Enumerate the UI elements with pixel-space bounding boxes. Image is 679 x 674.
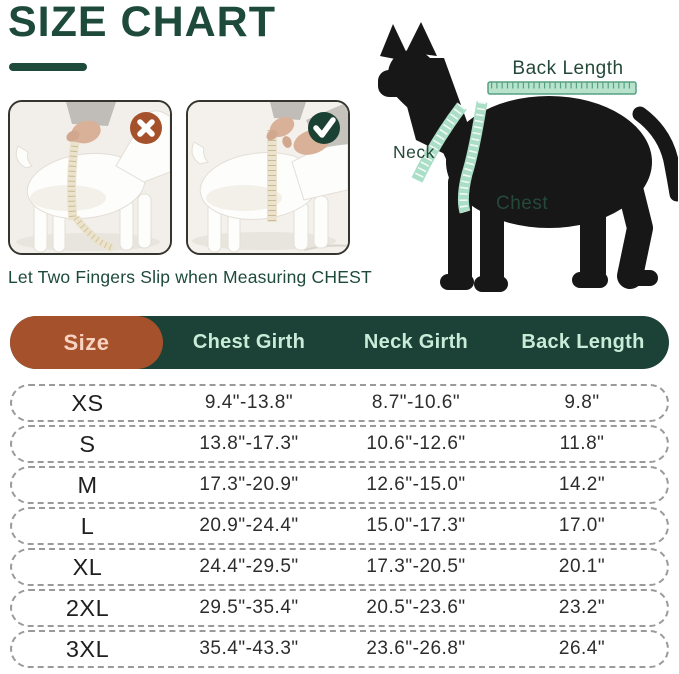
back-length-value: 20.1" xyxy=(558,556,606,577)
ruler-icon xyxy=(487,81,637,95)
neck-girth-value: 23.6"-26.8" xyxy=(366,638,466,659)
dog-measurement-diagram xyxy=(378,22,678,292)
page-title: SIZE CHART xyxy=(8,0,276,46)
chest-label: Chest xyxy=(496,193,549,214)
neck-girth-value: 20.5"-23.6" xyxy=(366,597,466,618)
size-value: 3XL xyxy=(65,635,110,662)
back-length-value: 23.2" xyxy=(558,597,606,618)
chest-girth-value: 29.5"-35.4" xyxy=(199,597,299,618)
neck-girth-column-header: Neck Girth xyxy=(363,331,469,353)
chest-girth-column-header: Chest Girth xyxy=(192,331,306,353)
table-row-s: S 13.8"-17.3" 10.6"-12.6" 11.8" xyxy=(10,425,669,463)
chest-girth-value: 9.4"-13.8" xyxy=(204,392,294,413)
size-value: 2XL xyxy=(65,594,110,621)
title-underline xyxy=(9,63,87,71)
table-row-xs: XS 9.4"-13.8" 8.7"-10.6" 9.8" xyxy=(10,384,669,422)
size-value: S xyxy=(79,430,96,457)
neck-girth-value: 17.3"-20.5" xyxy=(366,556,466,577)
tape-measure-icon xyxy=(67,135,115,252)
neck-girth-value: 8.7"-10.6" xyxy=(371,392,461,413)
size-value: XS xyxy=(71,389,104,416)
chest-girth-value: 20.9"-24.4" xyxy=(199,515,299,536)
neck-girth-value: 12.6"-15.0" xyxy=(366,474,466,495)
chest-strap-tape xyxy=(457,101,488,214)
size-value: XL xyxy=(72,553,103,580)
table-row-l: L 20.9"-24.4" 15.0"-17.3" 17.0" xyxy=(10,507,669,545)
back-length-value: 9.8" xyxy=(564,392,600,413)
measuring-instruction: Let Two Fingers Slip when Measuring CHES… xyxy=(8,267,372,287)
back-length-value: 17.0" xyxy=(558,515,606,536)
hand xyxy=(66,102,116,144)
wrong-measuring-illustration xyxy=(10,102,170,253)
neck-strap-tape xyxy=(411,102,467,183)
table-row-xl: XL 24.4"-29.5" 17.3"-20.5" 20.1" xyxy=(10,548,669,586)
chest-girth-value: 17.3"-20.9" xyxy=(199,474,299,495)
back-length-column-header: Back Length xyxy=(521,331,645,353)
x-icon xyxy=(130,112,162,144)
back-length-value: 14.2" xyxy=(558,474,606,495)
size-table-header: Size Chest Girth Neck Girth Back Length xyxy=(10,316,669,369)
size-table-body: XS 9.4"-13.8" 8.7"-10.6" 9.8" S 13.8"-17… xyxy=(10,384,669,671)
table-row-m: M 17.3"-20.9" 12.6"-15.0" 14.2" xyxy=(10,466,669,504)
dog-silhouette xyxy=(378,22,678,292)
table-row-2xl: 2XL 29.5"-35.4" 20.5"-23.6" 23.2" xyxy=(10,589,669,627)
chest-girth-value: 13.8"-17.3" xyxy=(199,433,299,454)
check-icon xyxy=(308,112,340,144)
back-length-label: Back Length xyxy=(512,58,624,79)
size-value: L xyxy=(80,512,95,539)
size-column-header: Size xyxy=(10,316,163,369)
chest-girth-value: 24.4"-29.5" xyxy=(199,556,299,577)
neck-girth-value: 10.6"-12.6" xyxy=(366,433,466,454)
correct-measuring-illustration xyxy=(188,102,348,253)
back-length-value: 11.8" xyxy=(559,433,605,454)
back-length-value: 26.4" xyxy=(558,638,606,659)
measuring-wrong-card xyxy=(8,100,172,255)
measuring-right-card xyxy=(186,100,350,255)
neck-girth-value: 15.0"-17.3" xyxy=(366,515,466,536)
chest-girth-value: 35.4"-43.3" xyxy=(199,638,299,659)
neck-label: Neck xyxy=(393,142,435,162)
table-row-3xl: 3XL 35.4"-43.3" 23.6"-26.8" 26.4" xyxy=(10,630,669,668)
size-value: M xyxy=(77,471,98,498)
